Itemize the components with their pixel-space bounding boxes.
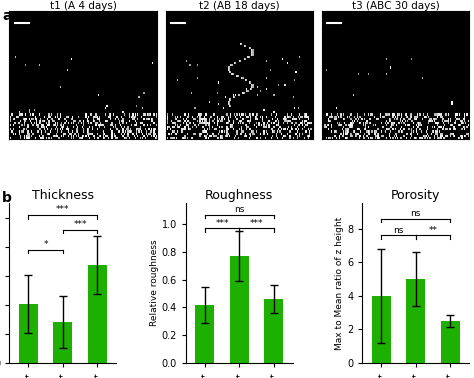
Text: **: ** (428, 226, 438, 234)
Text: ***: *** (73, 220, 87, 229)
Bar (406, 279, 425, 363)
Bar (230, 256, 249, 363)
Text: ***: *** (56, 205, 70, 214)
Title: Porosity: Porosity (391, 189, 440, 202)
Text: ***: *** (215, 218, 229, 228)
Bar (264, 299, 283, 363)
Bar (54, 322, 73, 363)
Y-axis label: Relative roughness: Relative roughness (150, 240, 159, 327)
Bar (195, 305, 214, 363)
Title: t2 (AB 18 days): t2 (AB 18 days) (199, 0, 280, 11)
Text: ns: ns (393, 226, 404, 234)
Text: ns: ns (234, 205, 245, 214)
Text: ***: *** (250, 218, 264, 228)
Title: t3 (ABC 30 days): t3 (ABC 30 days) (352, 0, 439, 11)
Bar (88, 265, 107, 363)
Text: a: a (2, 9, 12, 23)
Y-axis label: Max to Mean ratio of z height: Max to Mean ratio of z height (335, 217, 344, 350)
Title: Thickness: Thickness (32, 189, 94, 202)
Text: b: b (2, 191, 12, 205)
Text: ns: ns (410, 209, 421, 218)
Title: Roughness: Roughness (205, 189, 273, 202)
Bar (441, 321, 460, 363)
Text: *: * (44, 240, 48, 249)
Title: t1 (A 4 days): t1 (A 4 days) (50, 0, 117, 11)
Bar (372, 296, 391, 363)
Bar (19, 304, 38, 363)
